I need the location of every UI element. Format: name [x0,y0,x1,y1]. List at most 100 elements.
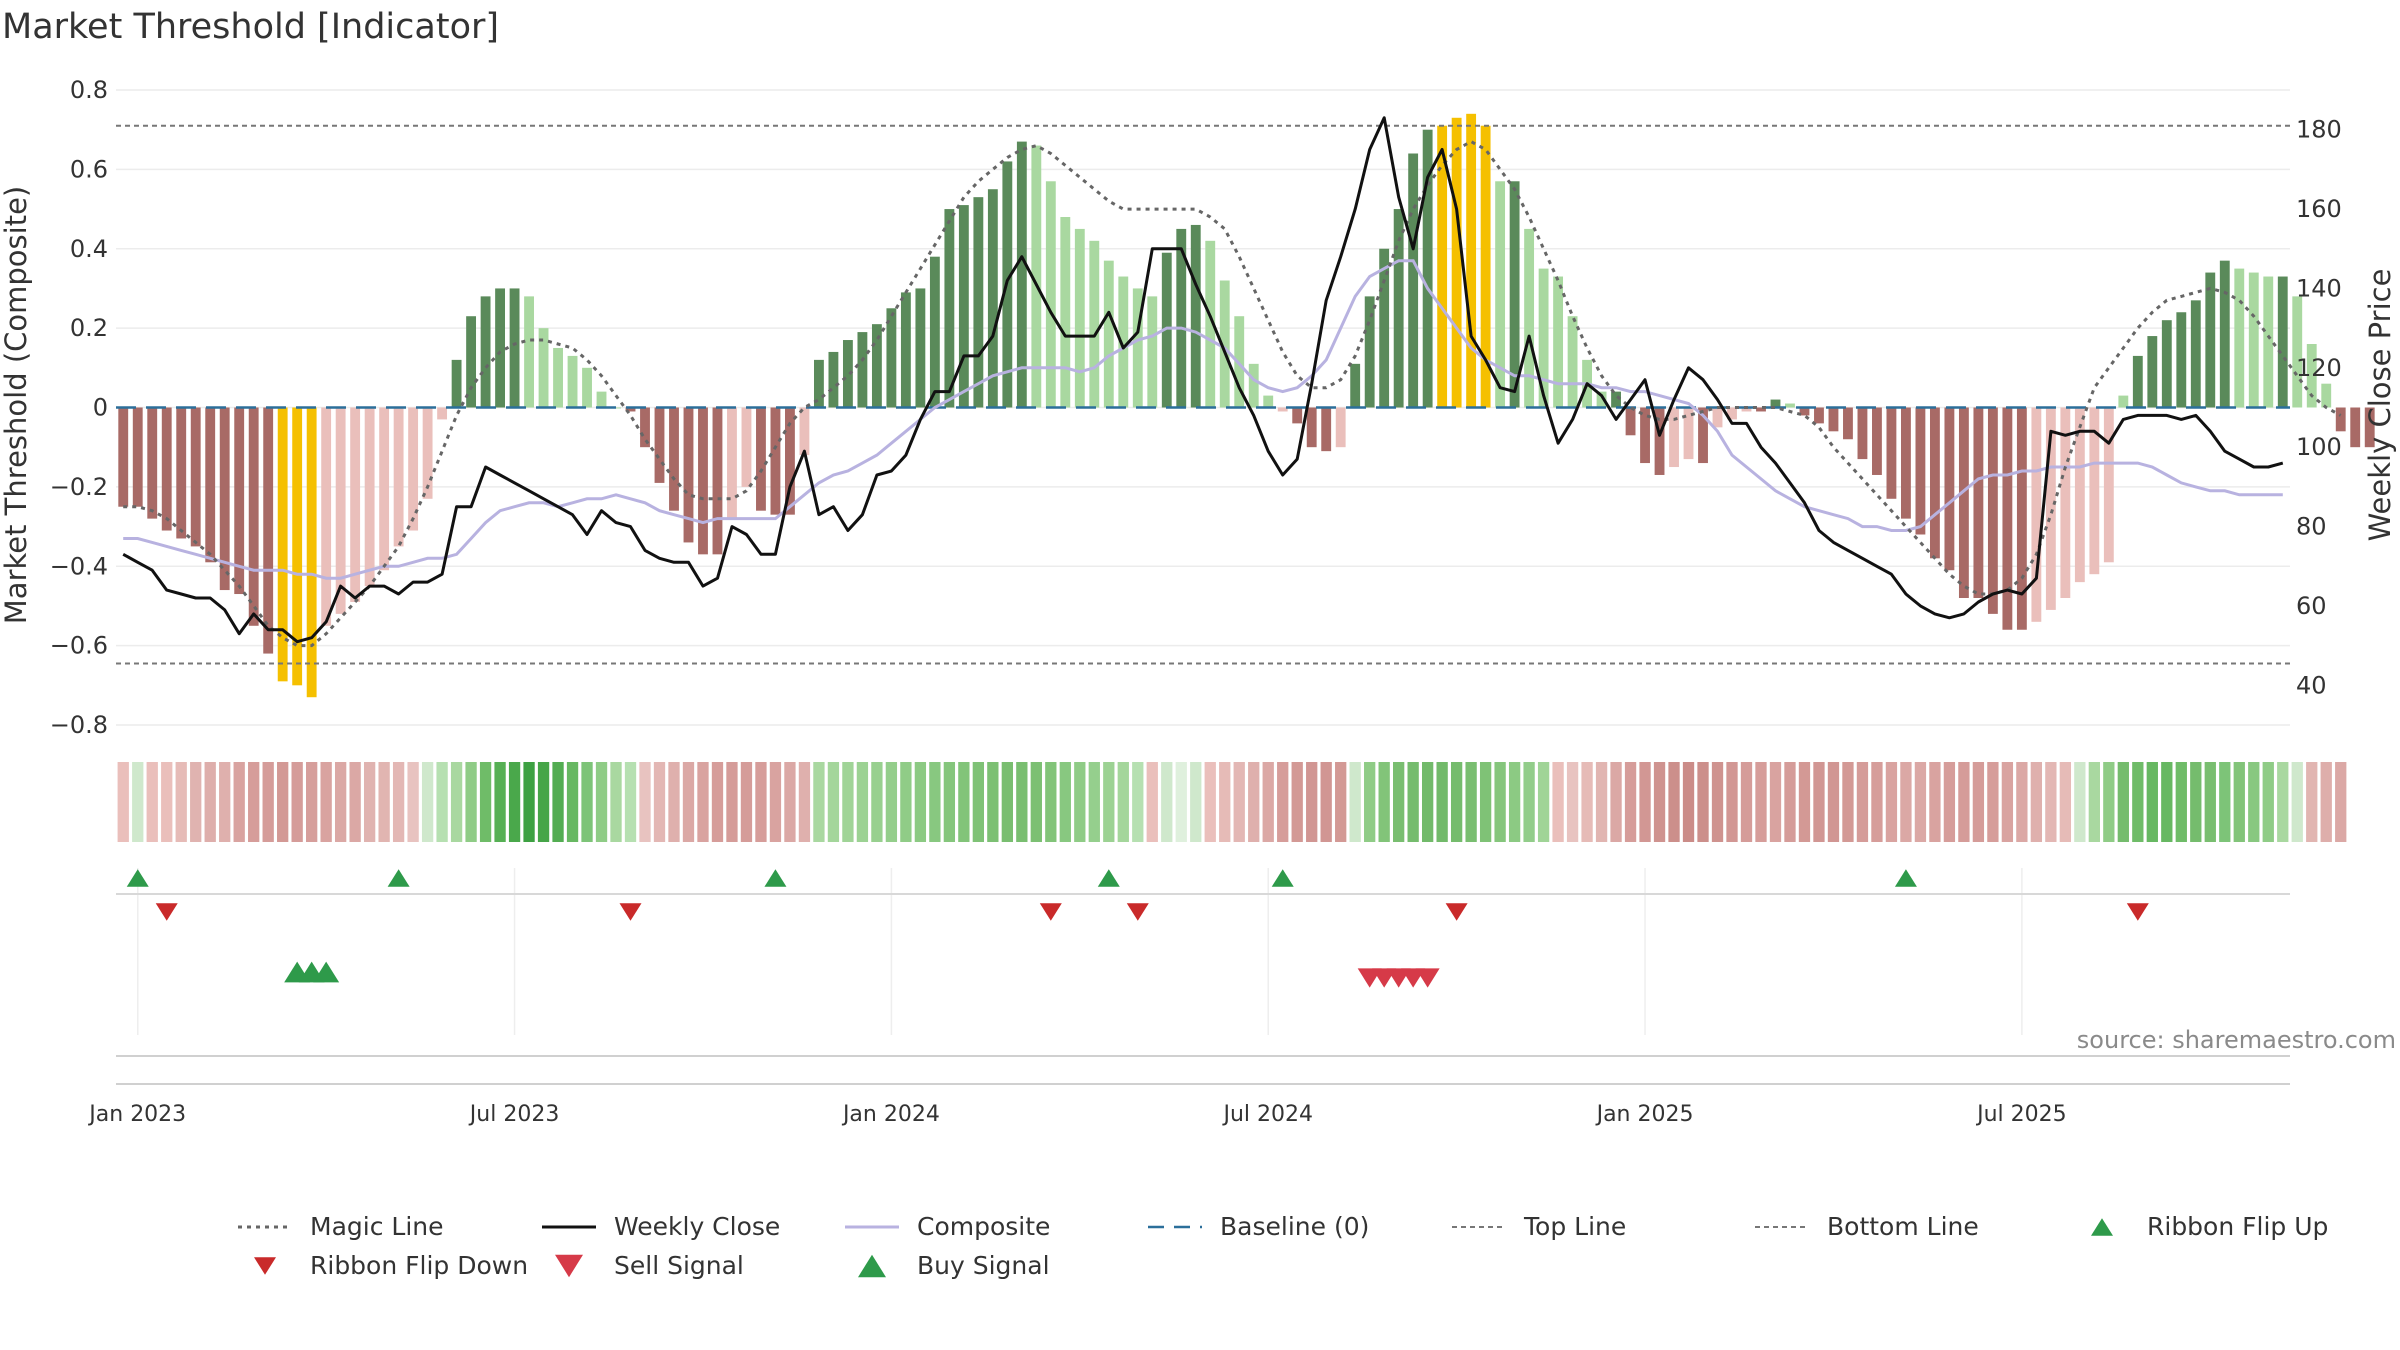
ribbon-cell [508,762,521,842]
y2-tick-label: 140 [2296,274,2342,302]
ribbon-cell [2074,762,2086,842]
ribbon-cell [2335,762,2347,842]
composite-bar [1727,407,1737,420]
y2-tick-label: 60 [2296,592,2327,620]
ribbon-cell [1219,762,1231,842]
ribbon-cell [2146,762,2158,842]
ribbon-cell [363,762,376,842]
ribbon-cell [1175,762,1187,842]
composite-bar [1103,260,1114,408]
y-tick-label: −0.8 [50,711,108,739]
legend-item: Ribbon Flip Down [254,1251,528,1280]
ribbon-cell [856,762,869,842]
composite-bar [727,407,737,519]
composite-bar [379,407,390,571]
composite-bar [871,324,882,408]
ribbon-cell [1697,762,1709,842]
composite-bar [1741,407,1752,412]
composite-bar [2103,407,2114,563]
ribbon-cell [1117,762,1129,842]
composite-bar [538,328,549,408]
composite-bar [1219,280,1230,408]
composite-bar [756,407,766,511]
composite-bar [1987,407,1998,614]
ribbon-cell [1610,762,1622,842]
legend-label: Weekly Close [614,1212,780,1241]
x-tick-label: Jul 2025 [1975,1102,2067,1127]
ribbon-cell [1393,762,1405,842]
ribbon-cell [2320,762,2332,842]
composite-bar [495,288,506,408]
ribbon-cell [1798,762,1811,842]
composite-bar [263,407,274,654]
composite-bar [1872,407,1882,475]
y-tick-label: 0.6 [70,155,108,183]
ribbon-cell [2277,762,2289,842]
composite-bar [625,407,636,412]
composite-bar [1016,141,1027,408]
ribbon-cell [726,762,738,842]
composite-bar [2147,336,2158,408]
composite-bar [2060,407,2071,598]
composite-bar [582,367,592,408]
ribbon-cell [2161,762,2173,842]
ribbon-cell [2088,762,2100,842]
composite-bar [1814,407,1824,424]
composite-bar [2335,407,2346,432]
ribbon-cell [1508,762,1521,842]
composite-bar [2292,296,2303,408]
legend: Magic Line Weekly Close Composite Baseline … [238,1212,2328,1280]
ribbon-cell [581,762,593,842]
ribbon-cell [1306,762,1318,842]
ribbon-cell [523,762,535,842]
y-tick-label: 0.4 [70,235,108,263]
ribbon-cell [1248,762,1260,842]
ribbon-cell [1595,762,1608,842]
composite-bar [1205,240,1216,408]
composite-bar [219,407,230,591]
ribbon-cell [769,762,782,842]
composite-bar [900,292,911,408]
composite-bar [1929,407,1940,559]
composite-bar [958,205,969,408]
composite-bar [132,407,143,507]
ribbon-cell [2219,762,2231,842]
ribbon-cell [1668,762,1680,842]
ribbon-cell [1074,762,1086,842]
composite-bar [1045,181,1056,408]
ribbon-cell [421,762,434,842]
ribbon-cell [1378,762,1390,842]
ribbon-cell [639,762,651,842]
composite-bar [2176,312,2187,408]
composite-bar [1350,363,1361,408]
composite-bar [350,407,361,602]
legend-label: Composite [917,1212,1050,1241]
x-tick-label: Jul 2023 [468,1102,560,1127]
ribbon-cell [1943,762,1956,842]
ribbon-cell [2117,762,2129,842]
legend-item: Baseline (0) [1148,1212,1369,1241]
ribbon-cell [306,762,318,842]
ribbon-cell [1755,762,1767,842]
ribbon-cell [1421,762,1434,842]
composite-bar [611,407,621,409]
composite-bar [640,407,650,448]
ribbon-cell [2016,762,2028,842]
composite-bar [2031,407,2042,622]
ribbon-cell [1784,762,1796,842]
composite-bar [2190,300,2201,408]
composite-bar [770,407,781,515]
ribbon-cell [900,762,912,842]
composite-bar [1538,268,1549,408]
legend-item: Composite [845,1212,1050,1241]
legend-item: Buy Signal [858,1251,1050,1280]
ribbon-cell [2045,762,2057,842]
composite-bar [205,407,216,563]
composite-bar [2248,272,2259,408]
ribbon-cell [827,762,840,842]
ribbon-cell [1740,762,1753,842]
ribbon-cell [2248,762,2260,842]
ribbon-flip-down-marker [155,903,178,921]
x-tick-label: Jan 2024 [841,1102,940,1127]
composite-bar [1698,407,1708,464]
